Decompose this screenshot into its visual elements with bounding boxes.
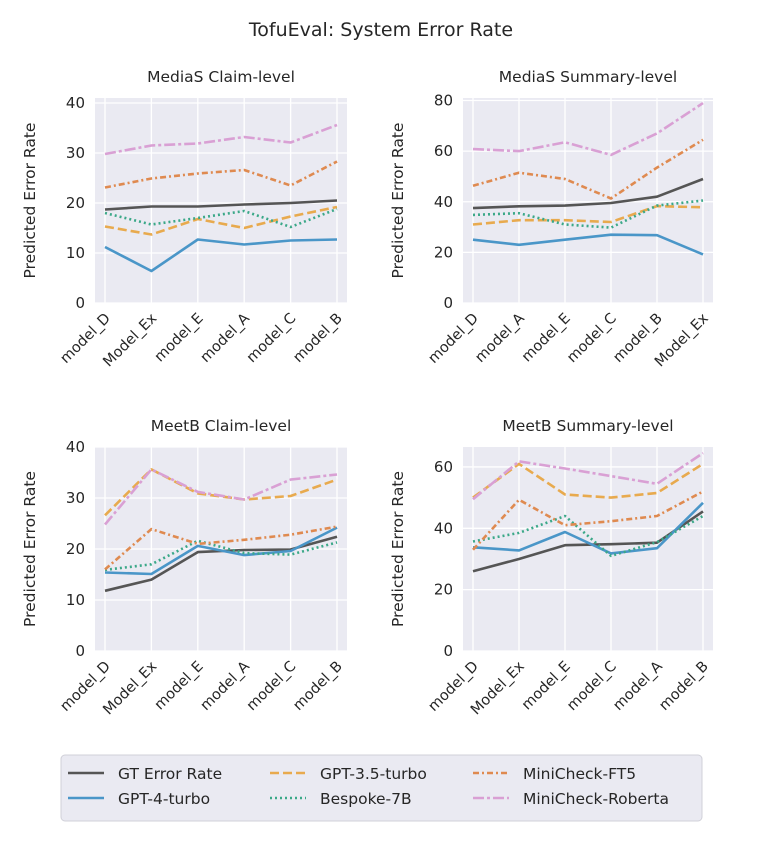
y-tick-label: 20 [434, 581, 453, 599]
legend-label: Bespoke-7B [320, 790, 412, 808]
subplot-3: 010203040model_DModel_Exmodel_Emodel_Amo… [21, 417, 347, 718]
x-tick-label: model_B [656, 659, 711, 714]
y-tick-label: 10 [66, 591, 85, 609]
series-line-gt-error-rate [472, 177, 704, 210]
series-line-minicheck-ft5 [104, 525, 338, 571]
x-tick-label: model_B [290, 659, 345, 714]
series-line-gt-error-rate [472, 510, 704, 573]
legend-label: GPT-3.5-turbo [320, 765, 427, 783]
x-tick-label: model_A [198, 310, 253, 365]
legend-label: GT Error Rate [118, 765, 222, 783]
x-tick-label: model_A [610, 658, 665, 713]
y-tick-label: 10 [66, 244, 85, 262]
x-tick-label: model_D [426, 311, 482, 367]
x-tick-label: model_B [290, 311, 345, 366]
series-line-gpt-3-5-turbo [472, 462, 704, 499]
subplot-1: 010203040model_DModel_Exmodel_Emodel_Amo… [21, 68, 347, 370]
y-axis-label: Predicted Error Rate [21, 471, 39, 627]
y-tick-label: 60 [434, 458, 453, 476]
x-tick-label: model_A [198, 658, 253, 713]
series-line-minicheck-ft5 [472, 490, 704, 551]
y-tick-label: 30 [66, 489, 85, 507]
series-line-gpt-4-turbo [472, 501, 704, 555]
subplot-title: MeetB Summary-level [502, 417, 673, 435]
y-tick-label: 60 [434, 142, 453, 160]
series-line-minicheck-roberta [104, 468, 338, 526]
plot-area [463, 98, 713, 303]
legend-label: MiniCheck-FT5 [523, 765, 636, 783]
series-line-minicheck-ft5 [104, 160, 338, 189]
y-tick-label: 0 [75, 294, 85, 312]
series-line-gpt-4-turbo [104, 526, 338, 576]
x-tick-label: model_E [152, 311, 207, 366]
subplot-4: 0204060model_DModel_Exmodel_Emodel_Cmode… [389, 417, 713, 718]
subplot-2: 020406080model_Dmodel_Amodel_Emodel_Cmod… [389, 68, 713, 370]
x-tick-label: model_A [472, 310, 527, 365]
series-line-minicheck-roberta [472, 452, 704, 501]
y-axis-label: Predicted Error Rate [21, 123, 39, 279]
plot-area [95, 98, 347, 303]
subplot-title: MediaS Claim-level [147, 68, 295, 86]
y-tick-label: 40 [66, 438, 85, 456]
legend-label: GPT-4-turbo [118, 790, 210, 808]
series-line-gpt-4-turbo [472, 233, 704, 256]
series-line-gpt-4-turbo [104, 238, 338, 273]
y-tick-label: 80 [434, 92, 453, 110]
series-line-bespoke-7b [472, 199, 704, 229]
series-line-minicheck-roberta [472, 102, 704, 157]
figure-title: TofuEval: System Error Rate [248, 19, 513, 41]
x-tick-label: model_C [564, 659, 620, 715]
legend: GT Error Rate GPT-4-turbo GPT-3.5-turbo Bes… [60, 754, 703, 822]
series-line-gt-error-rate [104, 199, 338, 211]
series-line-minicheck-roberta [104, 123, 338, 156]
y-tick-label: 30 [66, 144, 85, 162]
x-tick-label: model_E [152, 659, 207, 714]
y-tick-label: 40 [66, 94, 85, 112]
subplot-title: MeetB Claim-level [151, 417, 292, 435]
y-tick-label: 20 [66, 194, 85, 212]
y-tick-label: 40 [434, 519, 453, 537]
x-tick-label: model_C [244, 659, 300, 715]
x-tick-label: model_C [244, 311, 300, 367]
legend-box [60, 754, 703, 822]
y-tick-label: 0 [75, 642, 85, 660]
y-tick-label: 20 [434, 243, 453, 261]
series-line-gpt-3-5-turbo [104, 205, 338, 236]
subplot-title: MediaS Summary-level [499, 68, 677, 86]
legend-label: MiniCheck-Roberta [523, 790, 669, 808]
y-tick-label: 40 [434, 193, 453, 211]
y-axis-label: Predicted Error Rate [389, 471, 407, 627]
y-tick-label: 0 [443, 642, 453, 660]
y-tick-label: 20 [66, 540, 85, 558]
y-tick-label: 0 [443, 294, 453, 312]
series-line-bespoke-7b [472, 514, 704, 558]
x-tick-label: model_C [564, 311, 620, 367]
y-axis-label: Predicted Error Rate [389, 123, 407, 279]
series-line-bespoke-7b [104, 539, 338, 572]
